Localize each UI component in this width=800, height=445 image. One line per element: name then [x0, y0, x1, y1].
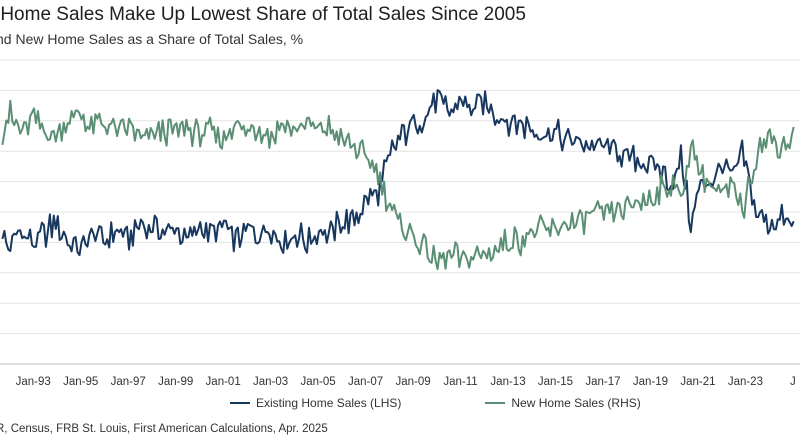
x-tick-label: Jan-15 [538, 376, 573, 388]
x-tick-label: Jan-97 [111, 376, 146, 388]
source-note: R, Census, FRB St. Louis, First American… [0, 423, 328, 435]
legend-label-new: New Home Sales (RHS) [511, 396, 641, 410]
gridlines [0, 59, 800, 365]
legend-item-new: New Home Sales (RHS) [485, 396, 641, 410]
legend-swatch-existing [230, 401, 250, 405]
x-axis-ticks: Jan-93 Jan-95 Jan-97 Jan-99 Jan-01 Jan-03 Jan-… [16, 376, 796, 388]
new-home-sales-line [1, 99, 795, 271]
legend-swatch-new [485, 401, 506, 405]
x-tick-label: J [790, 376, 796, 388]
x-tick-label: Jan-07 [348, 376, 383, 388]
x-tick-label: Jan-11 [443, 376, 477, 388]
x-tick-label: Jan-93 [16, 376, 51, 388]
x-tick-label: Jan-99 [158, 376, 193, 388]
x-tick-label: Jan-13 [490, 376, 525, 388]
legend: Existing Home Sales (LHS) New Home Sales… [230, 396, 641, 410]
series-lines [1, 89, 795, 271]
x-tick-label: Jan-23 [728, 376, 763, 388]
x-tick-label: Jan-95 [63, 376, 98, 388]
x-tick-label: Jan-17 [585, 376, 620, 388]
x-tick-label: Jan-19 [633, 376, 668, 388]
x-tick-label: Jan-09 [395, 376, 430, 388]
x-tick-label: Jan-01 [206, 376, 241, 388]
chart-subtitle: nd New Home Sales as a Share of Total Sa… [0, 31, 304, 47]
legend-label-existing: Existing Home Sales (LHS) [256, 396, 402, 410]
chart-title: -Home Sales Make Up Lowest Share of Tota… [0, 4, 526, 25]
legend-item-existing: Existing Home Sales (LHS) [230, 396, 401, 410]
x-tick-label: Jan-03 [253, 376, 288, 388]
x-tick-label: Jan-05 [301, 376, 336, 388]
line-chart: Jan-93 Jan-95 Jan-97 Jan-99 Jan-01 Jan-03 Jan-… [0, 59, 800, 388]
existing-home-sales-line [1, 89, 795, 257]
x-tick-label: Jan-21 [680, 376, 715, 388]
